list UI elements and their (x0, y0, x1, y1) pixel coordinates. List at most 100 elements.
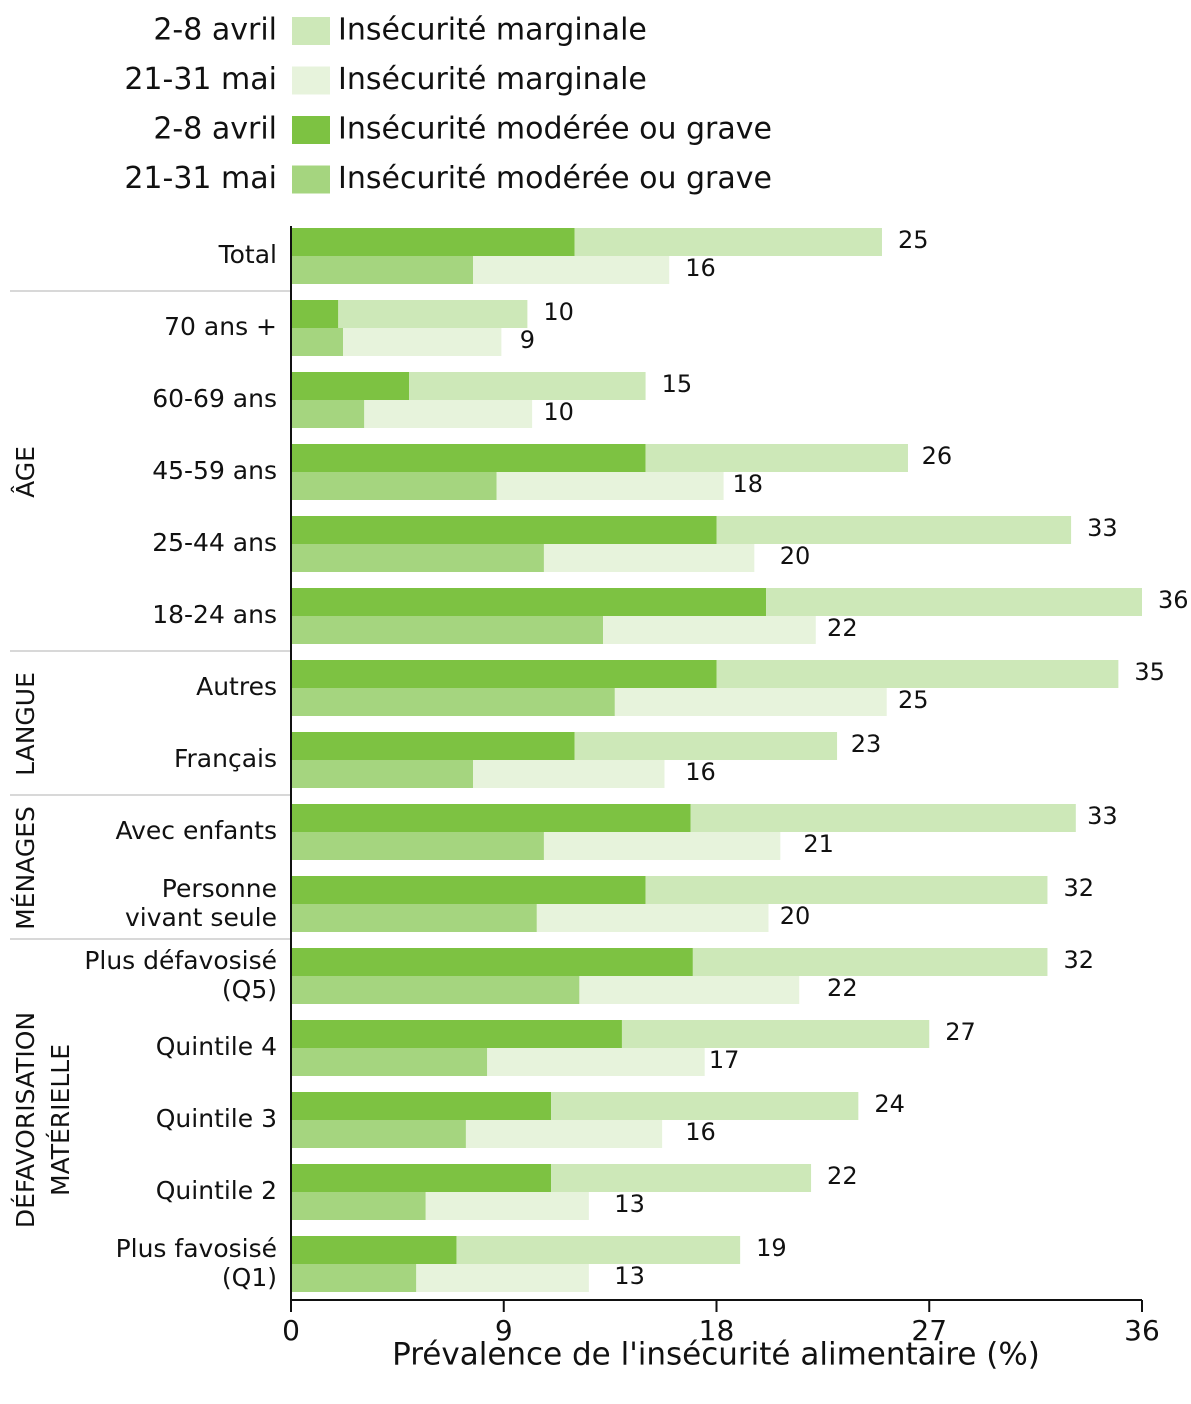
category-label-line: (Q5) (222, 975, 277, 1004)
category-label-line: Plus défavosisé (84, 946, 277, 975)
category-label: 18-24 ans (152, 600, 277, 629)
legend-period: 2-8 avril (153, 13, 277, 48)
data-label: 33 (1087, 802, 1118, 830)
legend-swatch (292, 165, 330, 194)
category-label-line: Français (174, 744, 277, 773)
legend-label: Insécurité marginale (338, 62, 647, 97)
bar-segment (343, 328, 502, 356)
category-label: 60-69 ans (152, 384, 277, 413)
bar-segment (645, 876, 1048, 904)
legend-label: Insécurité modérée ou grave (338, 112, 772, 147)
bar-segment (456, 1236, 741, 1264)
data-label: 16 (685, 1118, 716, 1146)
bar-segment (291, 328, 344, 356)
bar-segment (291, 1236, 457, 1264)
category-label-line: 60-69 ans (152, 384, 277, 413)
group-label: LANGUE (11, 672, 40, 776)
category-label-line: 70 ans + (164, 312, 277, 341)
x-tick-label: 27 (911, 1314, 947, 1347)
group-label: MÉNAGES (11, 806, 40, 930)
bar-segment (692, 948, 1048, 976)
legend-swatch (292, 66, 330, 95)
data-label: 27 (945, 1018, 976, 1046)
group-label: DÉFAVORISATION (11, 1012, 40, 1228)
bar-segment (291, 904, 537, 932)
bar-segment (473, 760, 665, 788)
bar-segment (291, 1264, 417, 1292)
category-label-line: vivant seule (125, 903, 277, 932)
data-label: 17 (709, 1046, 740, 1074)
bar-segment (291, 1192, 426, 1220)
category-label-line: 25-44 ans (152, 528, 277, 557)
category-label: Quintile 3 (156, 1104, 277, 1133)
category-label-line: Plus favosisé (116, 1234, 277, 1263)
bar-segment (574, 228, 882, 256)
data-label: 35 (1134, 658, 1165, 686)
bar-segment (291, 1120, 466, 1148)
data-label: 16 (685, 758, 716, 786)
legend-swatch (292, 17, 330, 45)
bar-segment (543, 544, 755, 572)
category-label: Autres (196, 672, 277, 701)
category-label-line: Total (218, 240, 277, 269)
data-label: 22 (827, 1162, 858, 1190)
data-label: 18 (733, 470, 764, 498)
data-label: 22 (827, 614, 858, 642)
data-label: 32 (1063, 874, 1094, 902)
bar-segment (291, 472, 497, 500)
x-tick-label: 18 (699, 1314, 735, 1347)
bar-segment (291, 1164, 552, 1192)
bar-segment (291, 400, 365, 428)
bar-segment (291, 228, 575, 256)
bar-segment (291, 544, 544, 572)
data-label: 20 (780, 542, 811, 570)
bar-segment (291, 256, 474, 284)
bar-segment (465, 1120, 663, 1148)
legend-period: 21-31 mai (124, 161, 277, 196)
bar-segment (574, 732, 838, 760)
data-label: 25 (898, 226, 929, 254)
data-label: 15 (662, 370, 693, 398)
bar-segment (621, 1020, 930, 1048)
bar-segment (364, 400, 533, 428)
bar-segment (291, 372, 410, 400)
bar-segment (496, 472, 724, 500)
bar-segment (416, 1264, 589, 1292)
legend-swatch (292, 116, 330, 144)
category-label-line: Quintile 2 (156, 1176, 277, 1205)
data-label: 10 (543, 298, 574, 326)
x-tick-label: 9 (495, 1314, 513, 1347)
bar-segment (291, 688, 615, 716)
category-label: 45-59 ans (152, 456, 277, 485)
bar-segment (551, 1164, 812, 1192)
bar-segment (291, 948, 693, 976)
category-label: Plus favosisé (Q1) (116, 1234, 277, 1292)
data-label: 25 (898, 686, 929, 714)
bar-segment (291, 876, 646, 904)
bar-segment (291, 760, 474, 788)
category-label-line: Quintile 3 (156, 1104, 277, 1133)
bar-segment (614, 688, 887, 716)
bar-segment (690, 804, 1076, 832)
data-label: 33 (1087, 514, 1118, 542)
data-label: 20 (780, 902, 811, 930)
category-label-line: Quintile 4 (156, 1032, 277, 1061)
bar-segment (603, 616, 816, 644)
group-label: ÂGE (11, 446, 40, 498)
bar-segment (543, 832, 781, 860)
bar-segment (766, 588, 1142, 616)
bar-segment (536, 904, 769, 932)
category-label-line: (Q1) (222, 1263, 277, 1292)
category-label-line: Personne (162, 874, 277, 903)
bar-segment (291, 1020, 622, 1048)
bar-segment (291, 1092, 552, 1120)
bar-segment (291, 732, 575, 760)
category-label: Quintile 4 (156, 1032, 277, 1061)
data-label: 26 (922, 442, 953, 470)
bar-segment (425, 1192, 589, 1220)
bar-segment (291, 444, 646, 472)
group-label: MATÉRIELLE (46, 1044, 75, 1196)
bar-segment (291, 588, 767, 616)
data-label: 19 (756, 1234, 787, 1262)
category-label: Quintile 2 (156, 1176, 277, 1205)
